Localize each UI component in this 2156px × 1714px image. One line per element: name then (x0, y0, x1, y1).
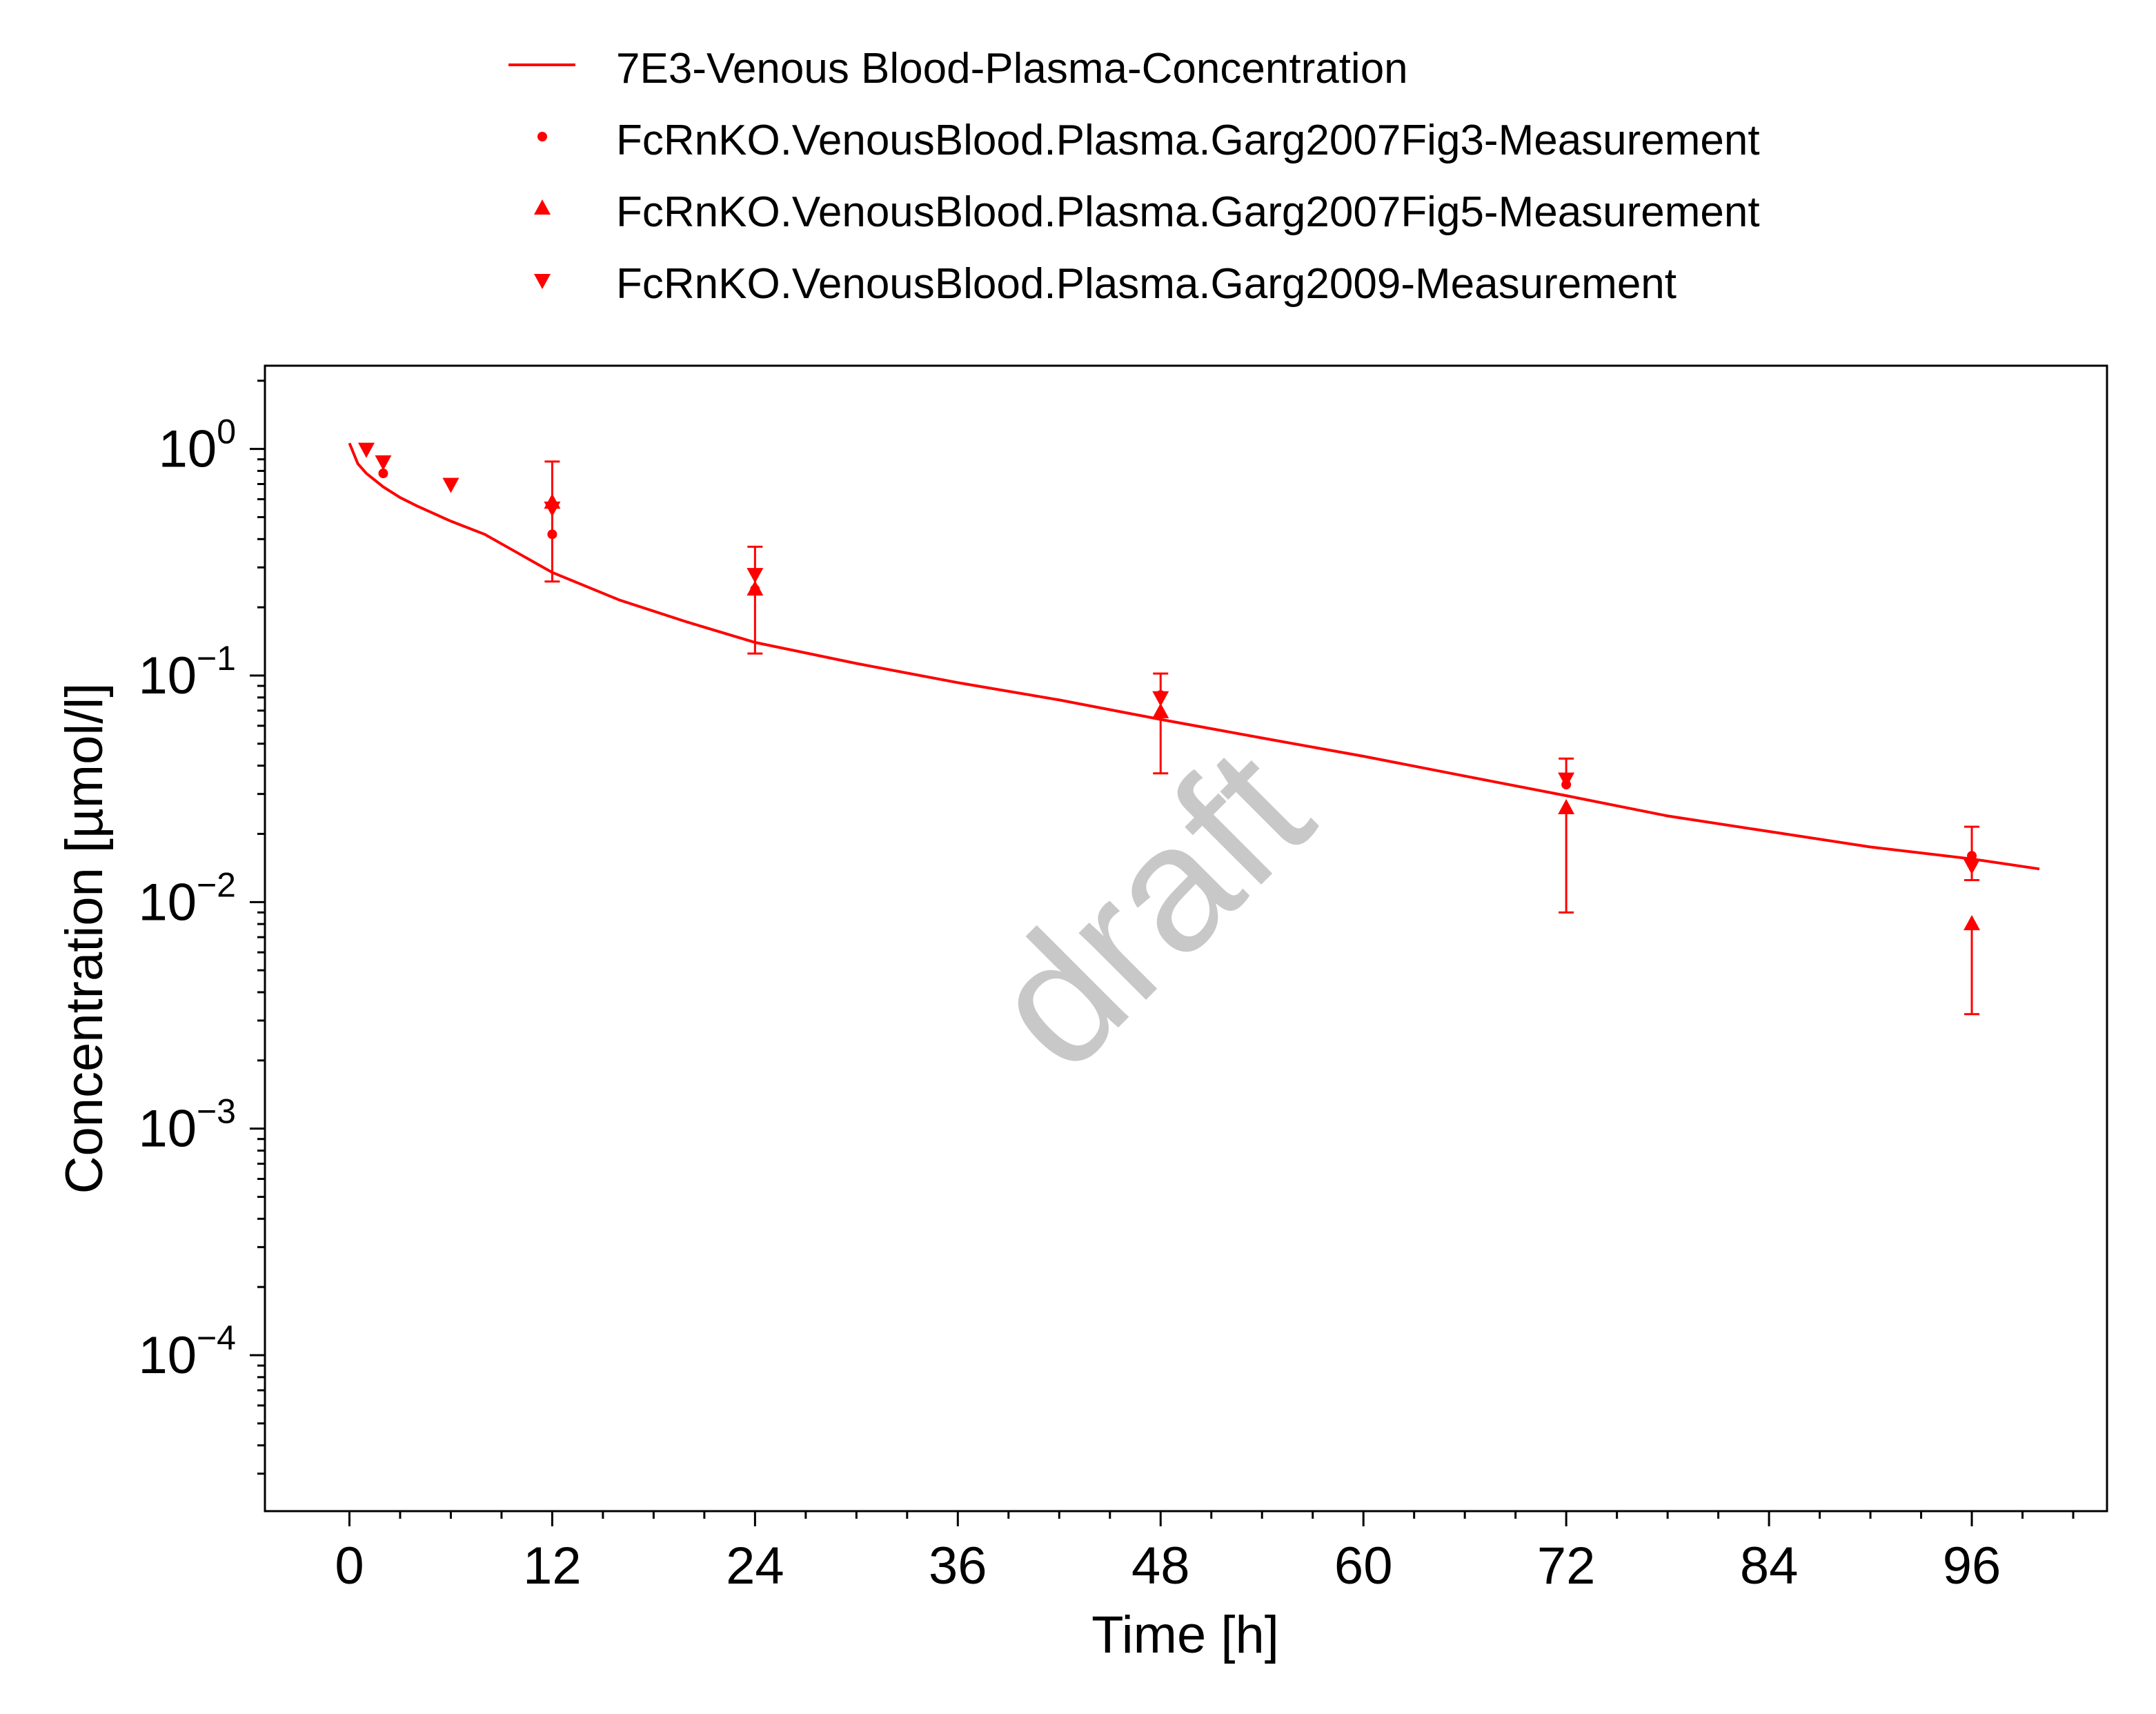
x-tick-label: 0 (335, 1537, 364, 1595)
y-tick-label: 10−4 (138, 1319, 236, 1385)
data-point (378, 469, 388, 479)
data-point (1558, 772, 1575, 788)
x-tick-label: 96 (1943, 1537, 2001, 1595)
tick-labels: 0 12 24 36 48 60 72 84 96 100 10−1 10−2 10−3 10−4 (138, 413, 2001, 1595)
legend-label: FcRnKO.VenousBlood.Plasma.Garg2007Fig5-M… (616, 188, 1760, 236)
x-tick-label: 24 (726, 1537, 784, 1595)
data-marks (348, 442, 2040, 1016)
data-point (746, 568, 764, 584)
data-point (1964, 859, 1981, 875)
legend: 7E3-Venous Blood-Plasma-Concentration FcR… (508, 45, 1760, 308)
x-tick-label: 72 (1537, 1537, 1596, 1595)
y-tick-label: 10−1 (138, 639, 236, 705)
x-tick-label: 12 (523, 1537, 582, 1595)
data-point (375, 455, 392, 471)
legend-label: 7E3-Venous Blood-Plasma-Concentration (616, 45, 1408, 92)
data-point (1964, 915, 1981, 931)
x-tick-label: 48 (1131, 1537, 1190, 1595)
legend-label: FcRnKO.VenousBlood.Plasma.Garg2009-Measu… (616, 260, 1677, 308)
legend-marker (534, 274, 551, 289)
x-axis-title: Time [h] (1091, 1606, 1279, 1664)
data-point (544, 501, 561, 517)
series-line (348, 442, 2040, 871)
axis-ticks (250, 380, 2075, 1526)
data-point (746, 580, 764, 596)
legend-marker (537, 132, 547, 141)
y-tick-label: 10−3 (138, 1092, 236, 1159)
x-tick-label: 84 (1740, 1537, 1799, 1595)
legend-label: FcRnKO.VenousBlood.Plasma.Garg2007Fig3-M… (616, 117, 1760, 164)
x-tick-label: 60 (1334, 1537, 1393, 1595)
x-tick-label: 36 (929, 1537, 987, 1595)
data-point (547, 529, 557, 540)
y-tick-label: 10−2 (138, 865, 236, 932)
data-point (1152, 691, 1169, 707)
legend-marker (534, 199, 551, 215)
data-point (1558, 799, 1575, 815)
y-tick-label: 100 (159, 413, 236, 479)
plot-frame (264, 364, 2108, 1513)
y-axis-title: Concentration [µmol/l] (55, 683, 114, 1194)
data-point (442, 477, 459, 493)
data-point (357, 442, 375, 458)
data-point (1967, 851, 1977, 861)
data-point (1152, 702, 1169, 718)
